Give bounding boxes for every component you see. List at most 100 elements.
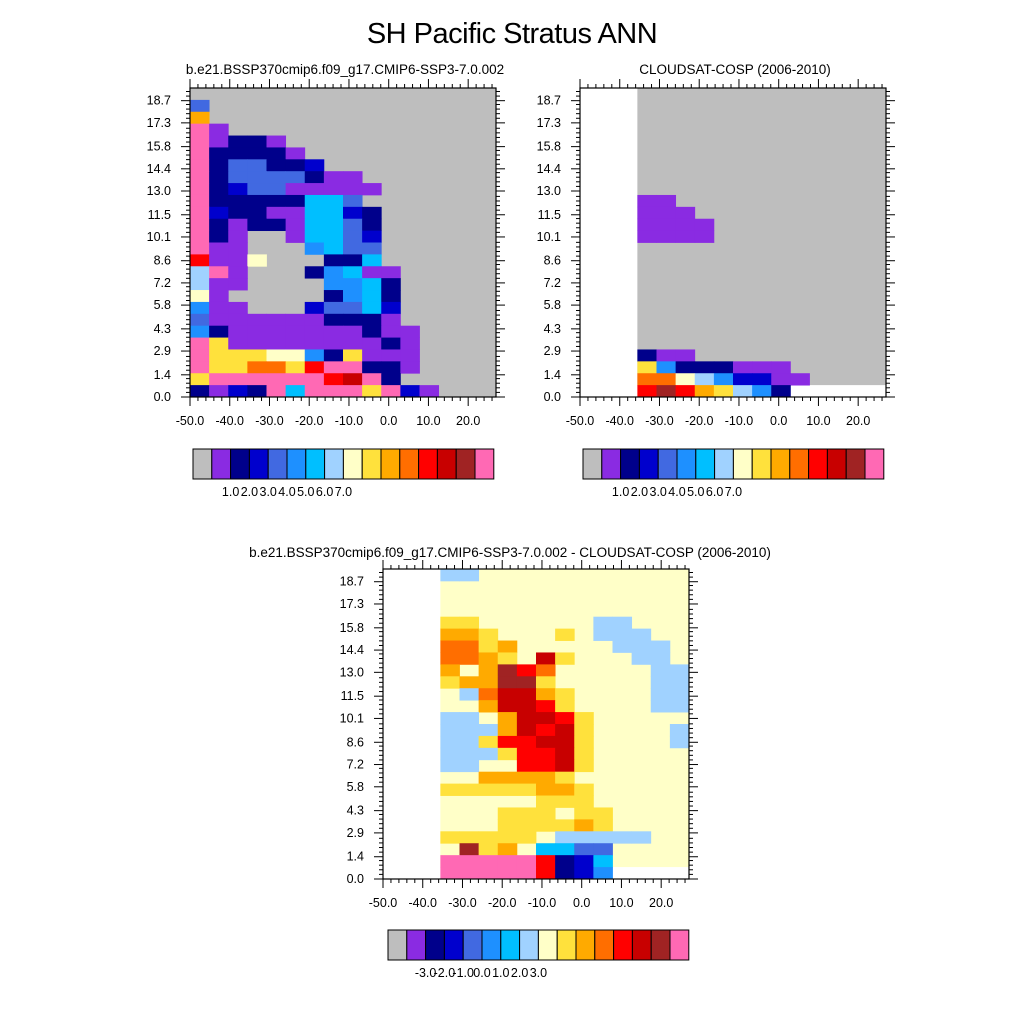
heatmap-cell (400, 385, 420, 398)
heatmap-cell (478, 640, 499, 653)
heatmap-cell (440, 640, 460, 653)
heatmap-cell (209, 313, 229, 327)
heatmap-cell (285, 159, 306, 172)
heatmap-cell (593, 867, 613, 880)
heatmap-cell (209, 123, 229, 136)
colorbar-label: 2.0 (511, 966, 528, 980)
heatmap-cell (343, 385, 363, 398)
colorbar-box (519, 929, 539, 961)
heatmap-cell (574, 831, 594, 844)
heatmap-cell (459, 652, 480, 665)
colorbar-box (399, 448, 420, 480)
y-tick-label: 5.8 (544, 298, 561, 312)
heatmap-cell (593, 831, 613, 844)
heatmap-cell (304, 183, 325, 196)
y-tick-label: 10.1 (147, 230, 171, 244)
heatmap-cell (228, 147, 248, 160)
colorbar-label: -3.0 (415, 966, 437, 980)
heatmap-cell (555, 700, 575, 713)
heatmap-cell (593, 843, 613, 856)
x-tick-label: -40.0 (408, 896, 437, 910)
x-tick-label: 10.0 (609, 896, 633, 910)
heatmap-cell (381, 385, 401, 398)
heatmap-cell (190, 266, 210, 279)
colorbar-box (387, 929, 408, 961)
heatmap-cell (190, 206, 210, 220)
heatmap-cell (574, 867, 594, 880)
heatmap-cell (536, 867, 556, 880)
heatmap-cell (228, 301, 248, 315)
heatmap-cell (228, 361, 248, 374)
heatmap-cell (343, 230, 363, 243)
y-tick-label: 11.5 (538, 208, 561, 222)
heatmap-cell (574, 807, 594, 820)
heatmap-cell (304, 171, 325, 184)
heatmap-cell (555, 819, 575, 832)
heatmap-cell (228, 206, 248, 220)
heatmap-cell (362, 218, 382, 232)
heatmap-cell (733, 361, 753, 374)
y-tick-label: 7.2 (544, 276, 561, 290)
heatmap-cell (190, 361, 210, 374)
y-tick-label: 2.9 (347, 826, 364, 840)
heatmap-cell (247, 361, 267, 374)
heatmap-cell (362, 183, 382, 196)
heatmap-cell (555, 724, 575, 737)
heatmap-cell (304, 301, 325, 315)
heatmap-cell (209, 266, 229, 279)
heatmap-cell (362, 290, 382, 303)
heatmap-cell (440, 747, 460, 761)
heatmap-cell (209, 230, 229, 243)
heatmap-cell (228, 218, 248, 232)
heatmap-cell (400, 349, 420, 362)
y-tick-label: 18.7 (537, 94, 561, 108)
colorbar-label: 1.0 (492, 966, 509, 980)
heatmap-cell (440, 724, 460, 737)
heatmap-cell (497, 700, 518, 713)
x-tick-label: -30.0 (255, 414, 284, 428)
heatmap-cell (285, 325, 306, 338)
heatmap-cell (536, 747, 556, 761)
colorbar-box (324, 448, 344, 480)
colorbar-box (192, 448, 213, 480)
x-tick-label: -10.0 (725, 414, 754, 428)
heatmap-cell (266, 373, 287, 386)
heatmap-cell (228, 337, 248, 350)
heatmap-cell (459, 628, 480, 641)
colorbar-box (380, 448, 401, 480)
heatmap-cell (266, 385, 287, 398)
heatmap-cell (266, 135, 287, 148)
colorbar-label: 3.0 (650, 485, 667, 499)
x-tick-label: 0.0 (573, 896, 590, 910)
heatmap-cell (459, 843, 480, 856)
heatmap-cell (209, 301, 229, 315)
heatmap-cell (612, 831, 633, 844)
heatmap-cell (536, 652, 556, 665)
heatmap-cell (478, 688, 499, 701)
heatmap-cell (285, 183, 306, 196)
heatmap-cell (694, 373, 715, 386)
heatmap-cell (536, 688, 556, 701)
y-tick-label: 0.0 (544, 390, 561, 404)
heatmap-cell (343, 313, 363, 327)
heatmap-cell (516, 771, 537, 785)
heatmap-cell (381, 278, 401, 291)
heatmap-cell (675, 373, 696, 386)
colorbar-box (669, 929, 690, 961)
heatmap-cell (190, 230, 210, 243)
x-tick-label: 10.0 (416, 414, 440, 428)
heatmap-cell (497, 664, 518, 677)
heatmap-cell (304, 325, 325, 338)
heatmap-cell (266, 183, 287, 196)
heatmap-cell (497, 855, 518, 868)
heatmap-cell (497, 783, 518, 796)
heatmap-cell (285, 194, 306, 208)
heatmap-cell (209, 242, 229, 255)
heatmap-cell (536, 783, 556, 796)
y-tick-label: 17.3 (340, 597, 364, 611)
colorbar-box (248, 448, 269, 480)
heatmap-cell (343, 171, 363, 184)
heatmap-cell (209, 135, 229, 148)
heatmap-cell (247, 313, 267, 327)
heatmap-cell (694, 385, 715, 398)
